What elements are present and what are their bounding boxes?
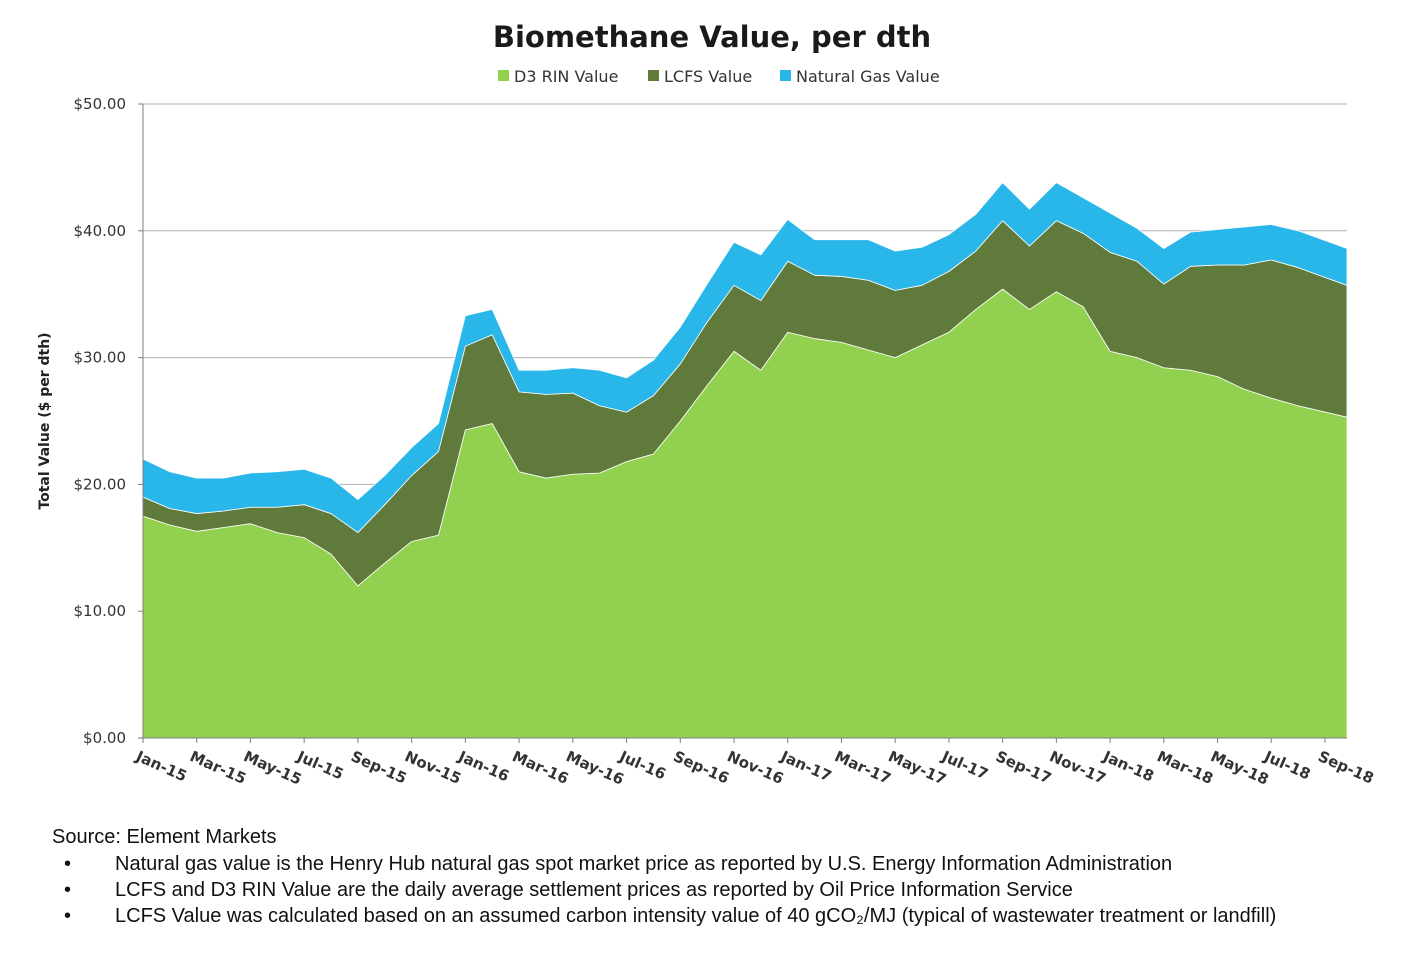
y-tick-label: $0.00 <box>83 729 126 747</box>
x-tick-label: May-16 <box>563 747 626 788</box>
x-tick-label: Sep-18 <box>1315 747 1376 787</box>
note-text: Natural gas value is the Henry Hub natur… <box>115 853 1173 875</box>
y-tick-label: $50.00 <box>74 95 127 113</box>
legend-swatch-natural-gas <box>780 70 791 81</box>
chart-notes: Source: Element Markets • Natural gas val… <box>52 826 1412 931</box>
x-tick-label: Sep-16 <box>671 747 732 787</box>
y-tick-label: $30.00 <box>74 349 127 367</box>
x-tick-label: May-15 <box>241 747 304 788</box>
x-tick-label: Mar-17 <box>832 747 894 788</box>
chart-title: Biomethane Value, per dth <box>493 20 931 54</box>
x-tick-label: Nov-15 <box>402 747 464 788</box>
axes <box>142 104 1347 739</box>
y-tick-label: $20.00 <box>74 475 127 493</box>
note-item: • Natural gas value is the Henry Hub natu… <box>52 853 1412 876</box>
y-axis-label: Total Value ($ per dth) <box>37 332 53 509</box>
y-axis-ticks: $0.00 $10.00 $20.00 $30.00 $40.00 $50.00 <box>74 95 143 747</box>
note-item: • LCFS and D3 RIN Value are the daily ave… <box>52 879 1412 902</box>
y-tick-label: $40.00 <box>74 222 127 240</box>
source-text: Source: Element Markets <box>52 826 277 848</box>
note-text: LCFS and D3 RIN Value are the daily aver… <box>115 879 1073 901</box>
x-tick-label: Jan-17 <box>777 747 834 786</box>
x-tick-label: Mar-18 <box>1154 747 1216 788</box>
legend-label-d3-rin: D3 RIN Value <box>514 67 618 86</box>
note-text: LCFS Value was calculated based on an as… <box>115 905 1277 927</box>
biomethane-chart: Biomethane Value, per dth D3 RIN Value L… <box>37 20 1376 789</box>
x-tick-label: Jan-15 <box>132 747 189 786</box>
x-tick-label: Mar-16 <box>509 747 571 788</box>
x-tick-label: May-17 <box>886 747 949 788</box>
x-tick-label: Jan-18 <box>1100 747 1157 786</box>
bullet-icon: • <box>64 853 72 875</box>
x-tick-label: Nov-16 <box>724 747 786 788</box>
legend-swatch-d3-rin <box>498 70 509 81</box>
legend: D3 RIN Value LCFS Value Natural Gas Valu… <box>498 67 940 86</box>
x-tick-label: May-18 <box>1208 747 1271 788</box>
notes-list: • Natural gas value is the Henry Hub natu… <box>52 853 1412 928</box>
x-tick-label: Sep-15 <box>348 747 409 787</box>
bullet-icon: • <box>64 905 72 927</box>
stacked-areas <box>142 182 1348 739</box>
legend-label-natural-gas: Natural Gas Value <box>796 67 940 86</box>
legend-swatch-lcfs <box>648 70 659 81</box>
bullet-icon: • <box>64 879 72 901</box>
area-natural-gas <box>142 182 1348 533</box>
x-tick-label: Nov-17 <box>1047 747 1109 788</box>
legend-label-lcfs: LCFS Value <box>664 67 752 86</box>
note-item: • LCFS Value was calculated based on an a… <box>52 905 1412 928</box>
y-tick-label: $10.00 <box>74 602 127 620</box>
x-tick-label: Jan-16 <box>455 747 512 786</box>
x-tick-label: Mar-15 <box>187 747 249 788</box>
x-tick-label: Sep-17 <box>993 747 1054 787</box>
